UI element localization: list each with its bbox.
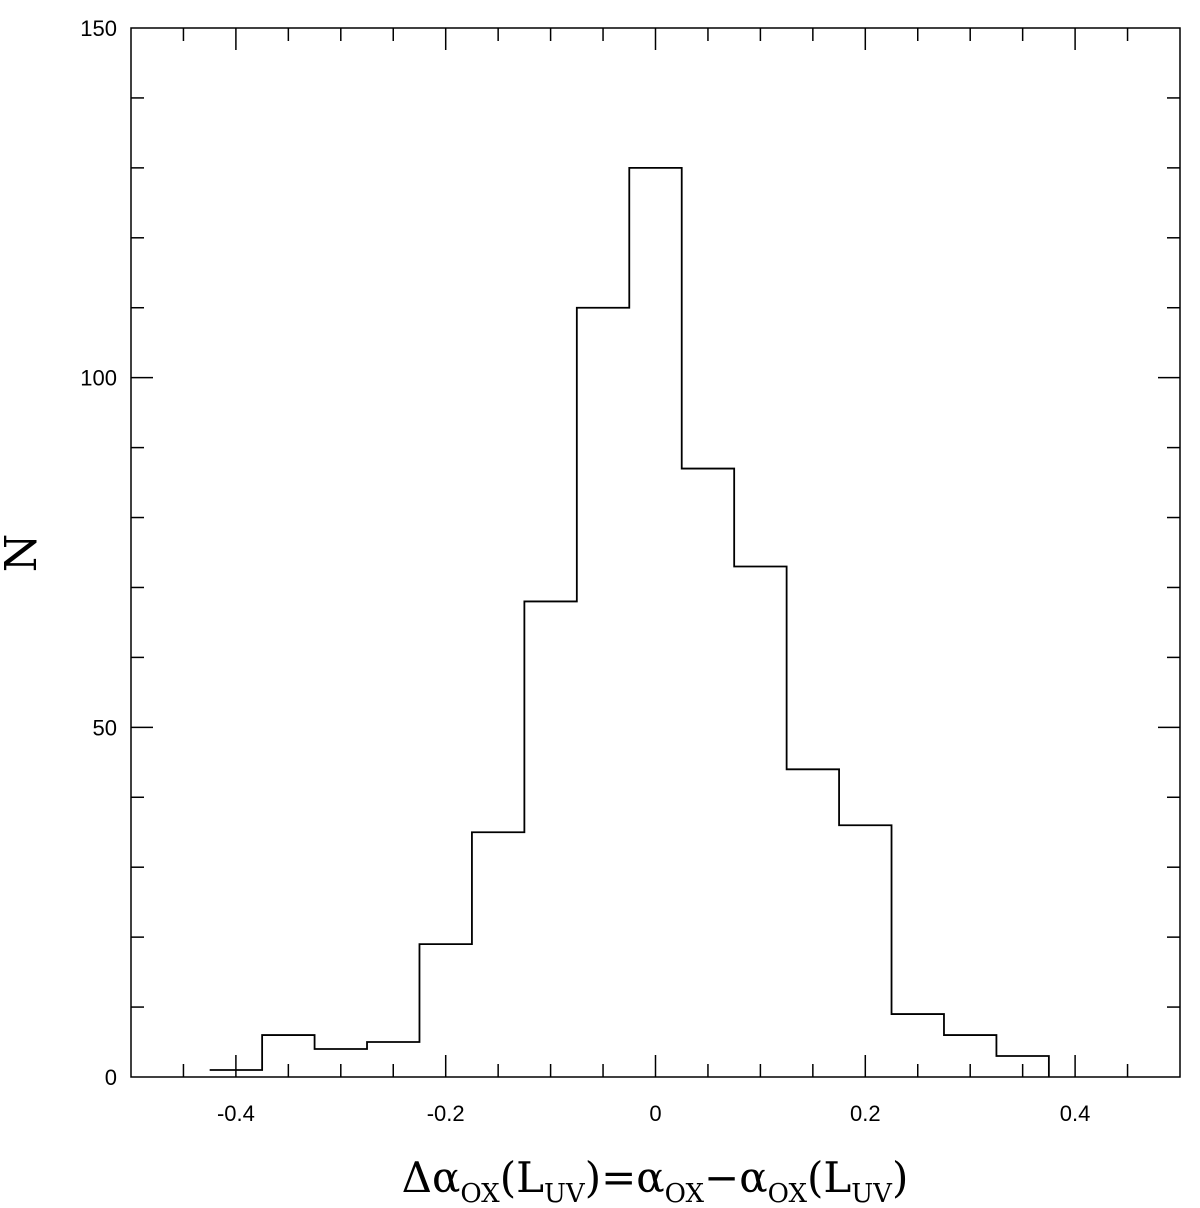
- histogram-bar: [682, 469, 734, 1077]
- axis-tick-labels: -0.4 -0.2 0 0.2 0.4 0 50 100 150: [80, 16, 1090, 1126]
- x-tick-label: 0: [649, 1101, 661, 1126]
- histogram-bar: [577, 308, 629, 1077]
- axis-ticks: [131, 28, 1180, 1077]
- histogram-step-line: [209, 166, 1050, 1077]
- histogram-bar: [839, 825, 891, 1077]
- plot-frame: [130, 27, 1181, 1078]
- y-tick-label: 50: [93, 715, 117, 740]
- histogram-bar: [629, 168, 681, 1077]
- x-tick-label: -0.4: [217, 1101, 255, 1126]
- x-tick-label: 0.2: [850, 1101, 881, 1126]
- histogram-bar: [734, 566, 786, 1077]
- histogram-bar: [524, 601, 576, 1077]
- x-tick-label: -0.2: [427, 1101, 465, 1126]
- x-tick-label: 0.4: [1060, 1101, 1091, 1126]
- y-tick-label: 0: [105, 1065, 117, 1090]
- y-tick-label: 150: [80, 16, 117, 41]
- histogram-bar: [472, 832, 524, 1077]
- y-axis-title: N: [0, 534, 47, 573]
- y-tick-label: 100: [80, 366, 117, 391]
- histogram-bar: [787, 769, 839, 1077]
- x-axis-title: ΔαOX(LUV)=αOX−αOX(LUV): [402, 1153, 909, 1208]
